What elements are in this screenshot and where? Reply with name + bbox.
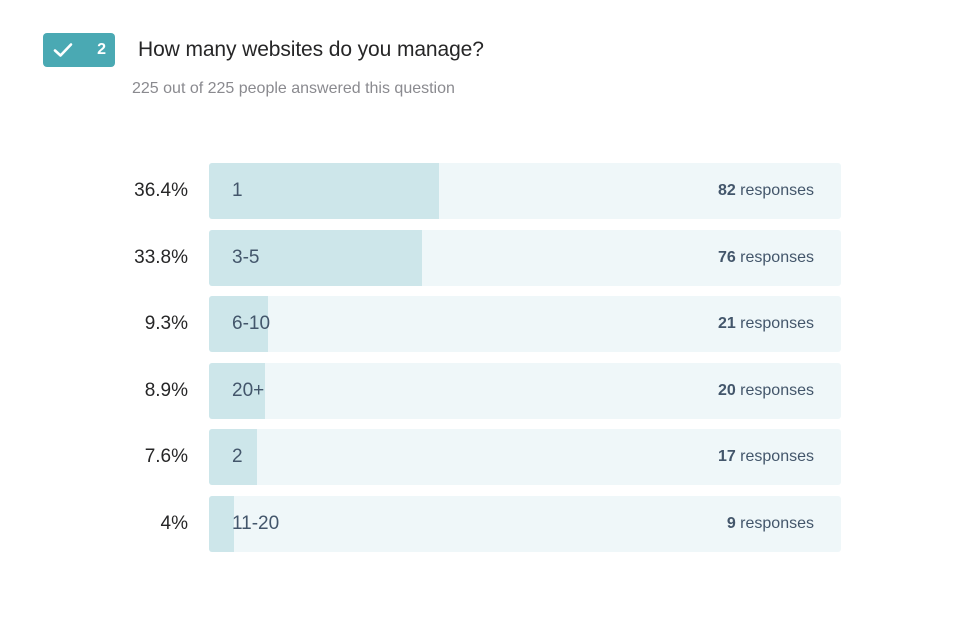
- bar-value-label: 76: [717, 248, 736, 266]
- bar-track: 11-20 9 responses: [209, 496, 841, 552]
- question-title: How many websites do you manage?: [138, 38, 484, 61]
- bar-track: 6-10 21 responses: [209, 296, 841, 353]
- bar-percent-label: 8.9%: [144, 379, 188, 401]
- bar-percent-label: 9.3%: [144, 313, 188, 335]
- bar-fill: [209, 429, 257, 486]
- bar-response-count: 82 responses: [718, 163, 814, 219]
- bar-count-suffix: responses: [735, 248, 814, 266]
- bar-percent-label: 33.8%: [134, 246, 188, 268]
- bar-response-count: 9 responses: [727, 496, 814, 552]
- bar-fill: [209, 362, 266, 419]
- bar-category-label: 20+: [232, 379, 265, 401]
- bar-response-count: 20 responses: [718, 363, 814, 419]
- bar-value-label: 21: [717, 315, 736, 333]
- bar-value-label: 9: [726, 515, 736, 532]
- bar-row: 4% 11-20 9 responses: [0, 496, 974, 552]
- bar-value-label: 17: [717, 448, 736, 466]
- bar-track: 3-5 76 responses: [209, 229, 841, 286]
- bar-category-label: 2: [232, 446, 243, 468]
- bar-response-count: 21 responses: [718, 296, 814, 352]
- bar-row: 33.8% 3-5 76 responses: [0, 229, 974, 286]
- bar-row: 7.6% 2 17 responses: [0, 429, 974, 486]
- bar-fill: [209, 229, 423, 286]
- bar-row: 36.4% 1 82 responses: [0, 163, 974, 219]
- bar-percent-label: 4%: [160, 513, 188, 534]
- question-badge: 2: [43, 33, 115, 67]
- bar-fill: [209, 296, 268, 353]
- question-header: 2 How many websites do you manage?: [43, 33, 484, 67]
- bar-category-label: 3-5: [232, 246, 260, 268]
- bar-category-label: 1: [232, 180, 243, 201]
- bar-count-suffix: responses: [735, 381, 814, 399]
- bar-fill: [209, 496, 235, 552]
- bar-row: 8.9% 20+ 20 responses: [0, 362, 974, 419]
- check-icon: [53, 42, 73, 58]
- bar-count-suffix: responses: [735, 315, 814, 333]
- bar-value-label: 20: [717, 381, 736, 399]
- bar-row: 9.3% 6-10 21 responses: [0, 296, 974, 353]
- bar-count-suffix: responses: [735, 515, 814, 532]
- bar-percent-label: 36.4%: [134, 180, 188, 201]
- bar-fill: [209, 163, 440, 219]
- bar-percent-label: 7.6%: [144, 446, 188, 468]
- answered-count: 225 out of 225 people answered this ques…: [132, 80, 455, 97]
- bar-track: 1 82 responses: [209, 163, 841, 219]
- question-number: 2: [97, 41, 106, 58]
- bar-category-label: 6-10: [232, 313, 271, 335]
- bar-count-suffix: responses: [735, 448, 814, 466]
- bar-track: 20+ 20 responses: [209, 362, 841, 419]
- bar-category-label: 11-20: [232, 513, 280, 534]
- bar-value-label: 82: [717, 182, 736, 199]
- bar-track: 2 17 responses: [209, 429, 841, 486]
- bar-response-count: 17 responses: [718, 429, 814, 485]
- bar-count-suffix: responses: [735, 182, 814, 199]
- bar-response-count: 76 responses: [718, 230, 814, 286]
